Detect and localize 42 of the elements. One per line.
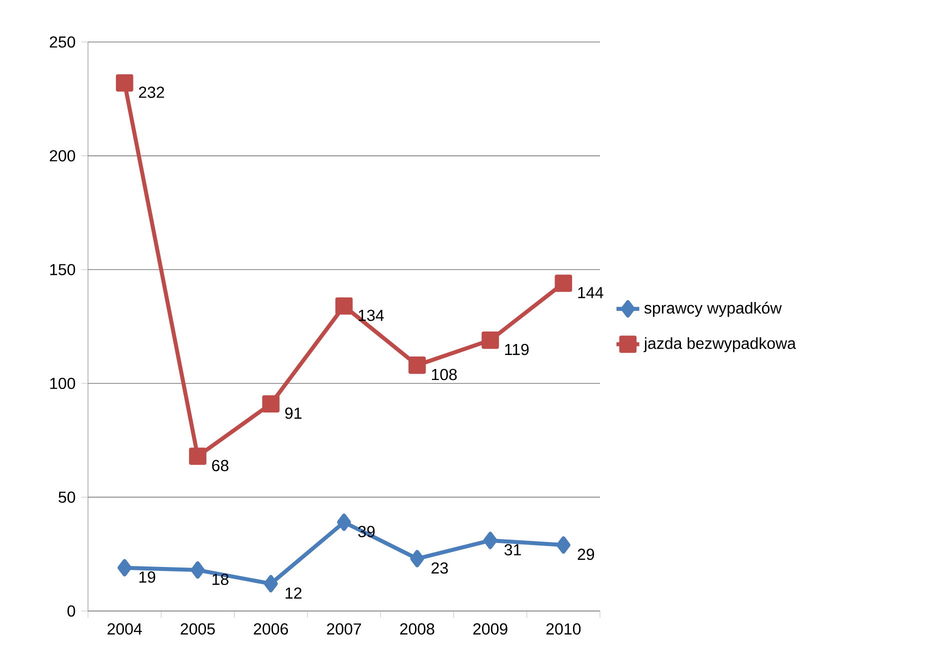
point: [264, 575, 278, 592]
point: [337, 514, 352, 531]
y-tick-label: 150: [50, 264, 76, 276]
data-label: 31: [504, 544, 521, 556]
point: [483, 532, 498, 550]
point: [556, 536, 570, 554]
data-label: 19: [139, 571, 156, 583]
point: [118, 559, 132, 576]
legend-label: sprawcy wypadków: [644, 302, 782, 317]
data-label: 29: [578, 548, 594, 560]
x-tick-label: 2007: [327, 623, 361, 635]
x-tick-label: 2006: [254, 623, 288, 635]
point: [335, 297, 353, 315]
y-tick-label: 250: [50, 36, 76, 48]
data-label: 119: [505, 344, 529, 356]
x-tick-label: 2010: [546, 623, 581, 635]
point: [408, 356, 426, 374]
data-label: 91: [285, 408, 302, 419]
point: [554, 274, 572, 292]
data-label: 23: [432, 562, 448, 574]
y-tick-label: 100: [50, 378, 76, 390]
x-tick-label: 2008: [400, 623, 434, 635]
data-label: 134: [358, 310, 384, 321]
point: [262, 395, 280, 413]
x-tick-label: 2009: [473, 623, 508, 635]
data-label: 68: [212, 460, 228, 472]
point: [190, 561, 205, 579]
data-label: 18: [212, 574, 228, 586]
y-tick-label: 50: [58, 492, 76, 503]
legend-label: jazda bezwypadkowa: [644, 337, 796, 352]
data-label: 108: [432, 368, 457, 380]
point: [410, 550, 424, 568]
point: [116, 74, 134, 92]
data-label: 232: [138, 86, 164, 98]
y-tick-label: 200: [50, 150, 76, 162]
x-tick-label: 2005: [180, 623, 215, 635]
data-label: 12: [286, 587, 302, 599]
data-label: 144: [578, 287, 604, 298]
x-tick-label: 2004: [108, 623, 142, 635]
point: [189, 448, 206, 465]
y-tick-label: 0: [67, 605, 76, 617]
point: [482, 331, 499, 349]
